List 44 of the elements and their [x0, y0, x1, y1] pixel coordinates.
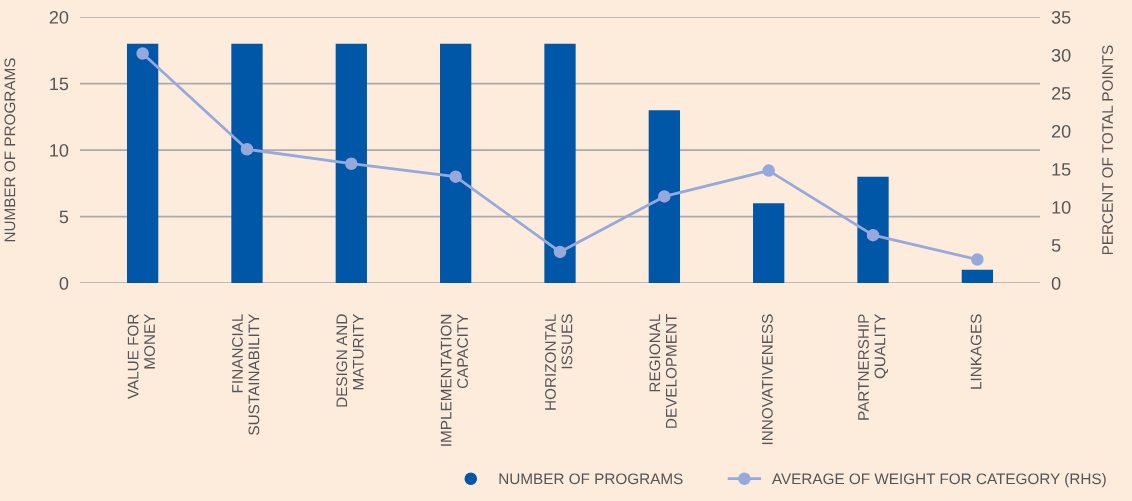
x-tick-label: REGIONAL DEVELOPMENT — [649, 313, 677, 428]
bar — [126, 43, 159, 284]
bar — [857, 176, 889, 284]
y-tick-label: 5 — [59, 210, 69, 224]
bar — [231, 43, 263, 284]
y-tick-label: 15 — [50, 77, 69, 91]
point — [658, 190, 671, 203]
legend-label: NUMBER OF PROGRAMS — [499, 473, 683, 485]
point — [553, 245, 567, 259]
y2-tick-label: 5 — [1051, 239, 1061, 252]
bar — [753, 203, 785, 284]
x-tick-label: HORIZONTAL ISSUES — [545, 314, 573, 410]
y2-tick-label: 15 — [1052, 163, 1071, 176]
legend-label: AVERAGE OF WEIGHT FOR CATEGORY (RHS) — [771, 473, 1106, 488]
bar — [961, 269, 994, 284]
point — [136, 47, 149, 60]
point — [449, 170, 462, 183]
bar — [544, 43, 576, 284]
y-axis-title: NUMBER OF PROGRAMS — [4, 58, 16, 242]
x-tick-label: LINKAGES — [970, 314, 982, 389]
bar — [648, 110, 680, 284]
y2-tick-label: 35 — [1051, 10, 1071, 24]
x-tick-label: IMPLEMENTATION CAPACITY — [440, 313, 468, 446]
x-tick-label: PARTNERSHIP QUALITY — [858, 313, 889, 420]
y-tick-label: 0 — [59, 277, 69, 290]
point — [971, 253, 984, 266]
y2-tick-label: 0 — [1051, 277, 1061, 290]
point — [762, 164, 775, 177]
y-tick-label: 10 — [50, 143, 69, 157]
bar — [440, 43, 472, 284]
y2-tick-label: 25 — [1051, 86, 1071, 100]
x-tick-label: FINANCIAL SUSTAINABILITY — [232, 313, 260, 435]
point — [240, 143, 254, 156]
x-tick-label: INNOVATIVENESS — [761, 314, 773, 445]
bar — [335, 43, 367, 284]
y2-axis-title: PERCENT OF TOTAL POINTS — [1102, 45, 1113, 255]
point — [345, 157, 358, 170]
y2-tick-label: 20 — [1051, 124, 1071, 138]
x-tick-label: VALUE FOR MONEY — [127, 313, 155, 400]
y2-tick-label: 10 — [1052, 200, 1071, 214]
y2-tick-label: 30 — [1051, 48, 1071, 62]
y-tick-label: 20 — [49, 10, 69, 24]
point — [866, 228, 880, 242]
x-tick-label: DESIGN AND MATURITY — [336, 313, 364, 407]
